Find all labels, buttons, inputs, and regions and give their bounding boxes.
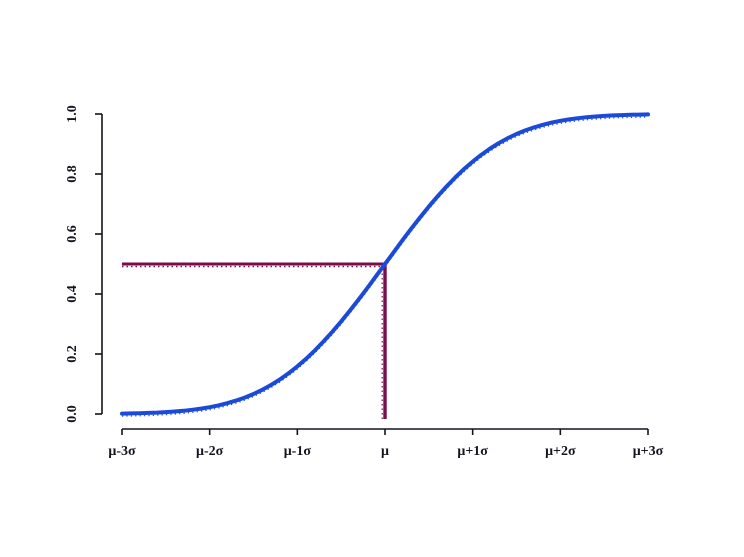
y-tick-label: 1.0 — [65, 105, 80, 123]
x-tick-label: μ+3σ — [633, 444, 664, 459]
normal-cdf-curve — [120, 112, 650, 416]
y-tick-label: 0.2 — [65, 345, 80, 363]
x-tick-label: μ-3σ — [108, 444, 136, 459]
x-tick-label: μ-2σ — [196, 444, 224, 459]
normal-cdf-curve-fringe — [121, 116, 649, 417]
x-tick-label: μ+2σ — [545, 444, 576, 459]
y-tick-label: 0.0 — [65, 405, 80, 423]
x-tick-label: μ+1σ — [457, 444, 488, 459]
y-tick-label: 0.8 — [65, 165, 80, 183]
x-tick-label: μ — [381, 444, 389, 459]
x-tick-label: μ-1σ — [284, 444, 312, 459]
y-tick-label: 0.4 — [65, 285, 80, 303]
y-tick-label: 0.6 — [65, 225, 80, 243]
